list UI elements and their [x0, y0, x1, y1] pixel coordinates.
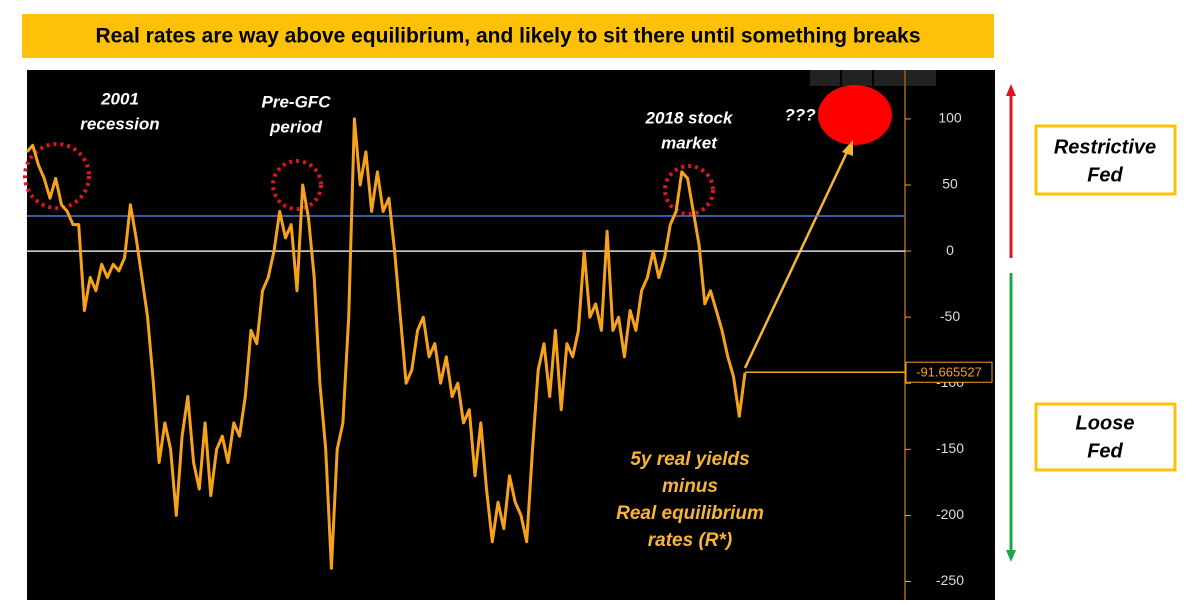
- arrow: [743, 149, 850, 369]
- annotation: Pre-GFC: [262, 92, 332, 111]
- box-label: Restrictive: [1054, 136, 1156, 158]
- series-line: [25, 117, 747, 570]
- annotation: 2018 stock: [645, 108, 734, 127]
- chart-title: Real rates are way above equilibrium, an…: [95, 25, 920, 48]
- highlight-circles: [23, 142, 715, 216]
- y-tick-label: -50: [940, 308, 960, 324]
- annotation: period: [269, 117, 323, 136]
- annotation: 2001: [100, 89, 139, 108]
- arrow-head: [842, 140, 853, 156]
- box-label: Fed: [1087, 440, 1123, 462]
- toolbar: [810, 70, 936, 86]
- target-dot: [818, 85, 892, 145]
- annotation: ???: [784, 105, 816, 124]
- last-value-label: -91.665527: [916, 365, 982, 380]
- arrow-head: [1006, 550, 1016, 562]
- y-tick-label: 0: [946, 242, 954, 258]
- loose-box: [1034, 402, 1177, 472]
- plot-area: [27, 70, 995, 600]
- series-label: 5y real yields: [630, 449, 749, 470]
- restrictive-box: [1034, 124, 1177, 196]
- y-tick-label: -150: [936, 440, 964, 456]
- series-label: minus: [662, 476, 718, 497]
- y-tick-label: 100: [938, 110, 962, 126]
- y-tick-label: 50: [942, 176, 958, 192]
- arrow-head: [1006, 84, 1016, 96]
- box-label: Loose: [1076, 412, 1135, 434]
- series-label: rates (R*): [648, 530, 732, 551]
- title-box: [22, 14, 994, 58]
- series-label: Real equilibrium: [616, 503, 764, 524]
- last-value-box: [905, 361, 993, 383]
- y-tick-label: -250: [936, 572, 964, 588]
- annotation: market: [661, 133, 718, 152]
- annotation: recession: [80, 114, 159, 133]
- box-label: Fed: [1087, 164, 1123, 186]
- y-tick-label: -200: [936, 506, 964, 522]
